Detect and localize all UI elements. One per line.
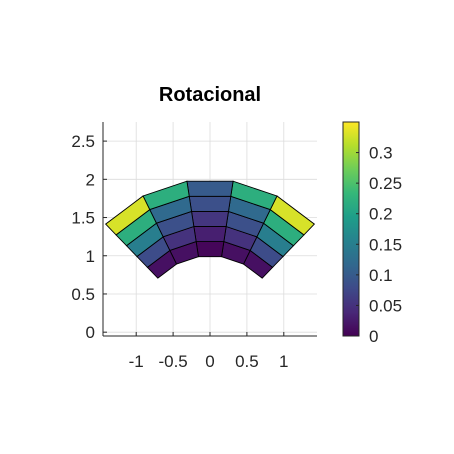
colorbar-tick-label: 0.05 — [369, 296, 402, 315]
heatmap-cell — [191, 210, 229, 227]
colorbar-tick-label: 0.3 — [369, 144, 393, 163]
colorbar-tick-label: 0.25 — [369, 174, 402, 193]
axes: -1 -0.5 0 0.5 1 0 0.5 1 1.5 2 2.5 — [71, 122, 317, 371]
y-tick-label: 1.5 — [71, 209, 95, 228]
y-tick-label: 2 — [86, 170, 95, 189]
x-tick-label: -0.5 — [158, 352, 187, 371]
colorbar-tick-label: 0.15 — [369, 235, 402, 254]
heatmap-cell — [193, 226, 227, 243]
y-tick-label: 0 — [86, 323, 95, 342]
colorbar: 0 0.05 0.1 0.15 0.2 0.25 0.3 — [342, 121, 402, 346]
heatmap-cell — [195, 241, 225, 258]
heatmap-cell — [186, 180, 234, 197]
heatmap-cell — [188, 195, 232, 212]
x-tick-label: 1 — [279, 352, 288, 371]
colorbar-tick-label: 0.2 — [369, 205, 393, 224]
colorbar-tick-label: 0 — [369, 327, 378, 346]
colorbar-gradient — [342, 121, 360, 337]
plot-area: -1 -0.5 0 0.5 1 0 0.5 1 1.5 2 2.5 — [71, 122, 317, 371]
heatmap-cells — [104, 180, 316, 279]
chart-title: Rotacional — [159, 84, 261, 106]
x-tick-label: 0.5 — [235, 352, 259, 371]
y-tick-label: 1 — [86, 247, 95, 266]
y-tick-label: 2.5 — [71, 132, 95, 151]
x-tick-label: -1 — [129, 352, 144, 371]
y-tick-label: 0.5 — [71, 285, 95, 304]
heatmap-cell — [104, 195, 151, 236]
colorbar-tick-label: 0.1 — [369, 266, 393, 285]
x-tick-label: 0 — [205, 352, 214, 371]
